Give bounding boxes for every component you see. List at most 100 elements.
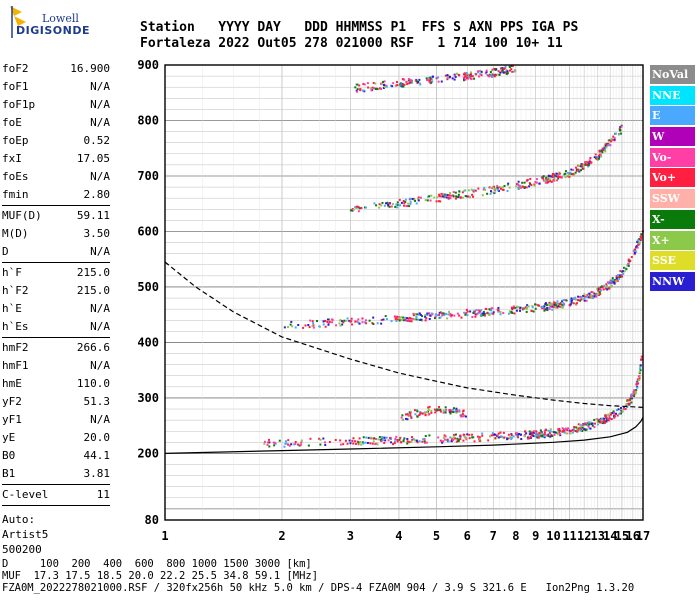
echo-point bbox=[575, 169, 578, 172]
echo-point bbox=[388, 205, 391, 208]
echo-point bbox=[380, 438, 383, 441]
echo-point bbox=[474, 315, 477, 318]
echo-point bbox=[627, 402, 630, 405]
echo-point bbox=[589, 156, 592, 159]
echo-point bbox=[437, 436, 440, 439]
echo-point bbox=[358, 84, 361, 87]
echo-point bbox=[511, 65, 514, 68]
echo-point bbox=[311, 320, 314, 323]
x-tick-label: 8 bbox=[512, 529, 519, 543]
echo-point bbox=[621, 275, 624, 278]
echo-point bbox=[485, 308, 488, 311]
echo-point bbox=[553, 433, 556, 436]
echo-point bbox=[447, 310, 450, 313]
echo-point bbox=[300, 441, 303, 444]
echo-point bbox=[604, 150, 607, 153]
echo-point bbox=[481, 312, 484, 315]
echo-point bbox=[610, 418, 613, 421]
echo-point bbox=[598, 420, 601, 423]
echo-point bbox=[459, 434, 462, 437]
echo-point bbox=[466, 310, 469, 313]
echo-point bbox=[551, 302, 554, 305]
echo-point bbox=[591, 424, 594, 427]
echo-point bbox=[551, 435, 554, 438]
echo-point bbox=[532, 435, 535, 438]
echo-point bbox=[505, 436, 508, 439]
echo-point bbox=[410, 320, 413, 323]
echo-point bbox=[628, 398, 631, 401]
echo-point bbox=[585, 299, 588, 302]
echo-point bbox=[365, 322, 368, 325]
echo-point bbox=[430, 411, 433, 414]
echo-point bbox=[515, 309, 518, 312]
echo-point bbox=[559, 434, 562, 437]
echo-point bbox=[489, 435, 492, 438]
echo-point bbox=[629, 397, 632, 400]
echo-point bbox=[364, 441, 367, 444]
echo-point bbox=[469, 195, 472, 198]
echo-point bbox=[416, 415, 419, 418]
echo-point bbox=[417, 199, 420, 202]
echo-point bbox=[418, 312, 421, 315]
echo-point bbox=[380, 318, 383, 321]
echo-point bbox=[418, 78, 421, 81]
echo-point bbox=[504, 67, 507, 70]
echo-point bbox=[594, 422, 597, 425]
echo-point bbox=[490, 312, 493, 315]
echo-point bbox=[638, 370, 641, 373]
echo-point bbox=[543, 305, 546, 308]
echo-point bbox=[589, 421, 592, 424]
echo-point bbox=[378, 206, 381, 209]
footer-muf: MUF 17.3 17.5 18.5 20.0 22.2 25.5 34.8 5… bbox=[2, 570, 319, 582]
echo-point bbox=[563, 429, 566, 432]
separator bbox=[2, 205, 110, 206]
echo-point bbox=[413, 409, 416, 412]
echo-point bbox=[409, 197, 412, 200]
echo-point bbox=[621, 270, 624, 273]
echo-point bbox=[602, 422, 605, 425]
echo-point bbox=[583, 423, 586, 426]
param-value: N/A bbox=[90, 98, 110, 111]
echo-point bbox=[599, 421, 602, 424]
echo-point bbox=[455, 407, 458, 410]
echo-point bbox=[472, 311, 475, 314]
echo-point bbox=[600, 420, 603, 423]
echo-point bbox=[479, 310, 482, 313]
echo-point bbox=[449, 197, 452, 200]
echo-point bbox=[560, 176, 563, 179]
echo-point bbox=[376, 88, 379, 91]
echo-point bbox=[452, 411, 455, 414]
x-tick-label: 6 bbox=[464, 529, 471, 543]
echo-point bbox=[630, 401, 633, 404]
echo-point bbox=[500, 70, 503, 73]
echo-point bbox=[582, 422, 585, 425]
echo-point bbox=[465, 308, 468, 311]
echo-point bbox=[425, 317, 428, 320]
echo-point bbox=[572, 168, 575, 171]
echo-point bbox=[483, 312, 486, 315]
echo-point bbox=[368, 319, 371, 322]
echo-point bbox=[586, 423, 589, 426]
profile-curves bbox=[164, 261, 644, 454]
echo-point bbox=[309, 437, 312, 440]
echo-point bbox=[584, 163, 587, 166]
echo-point bbox=[358, 437, 361, 440]
digisonde-logo: Lowell DIGISONDE bbox=[4, 4, 89, 44]
echo-point bbox=[542, 433, 545, 436]
echo-point bbox=[617, 408, 620, 411]
echo-point bbox=[528, 430, 531, 433]
echo-point bbox=[296, 443, 299, 446]
echo-point bbox=[633, 393, 636, 396]
echo-point bbox=[566, 429, 569, 432]
echo-point bbox=[582, 428, 585, 431]
echo-point bbox=[579, 165, 582, 168]
echo-point bbox=[453, 407, 456, 410]
echo-point bbox=[445, 312, 448, 315]
param-key: h`Es bbox=[2, 320, 29, 333]
legend-item: Vo+ bbox=[650, 168, 695, 188]
echo-point bbox=[499, 310, 502, 313]
echo-point bbox=[464, 78, 467, 81]
echo-point bbox=[597, 157, 600, 160]
echo-point bbox=[596, 288, 599, 291]
station-header: Station YYYY DAY DDD HHMMSS P1 FFS S AXN… bbox=[140, 20, 578, 52]
